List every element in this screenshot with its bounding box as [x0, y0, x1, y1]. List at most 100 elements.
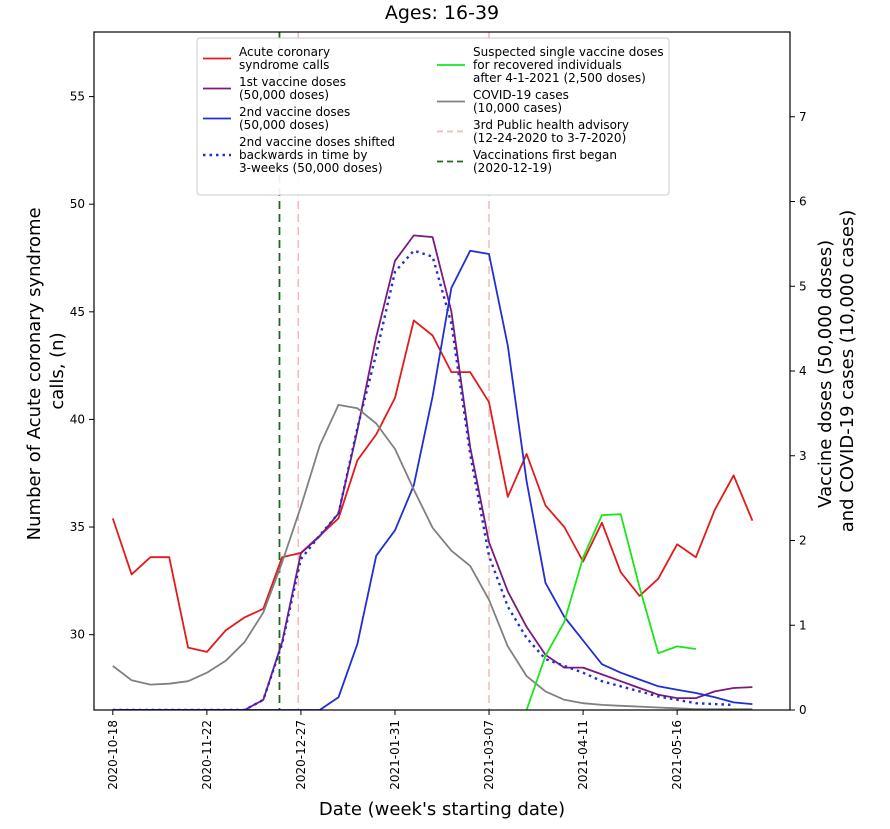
chart-title: Ages: 16-39	[385, 2, 499, 24]
data-point	[714, 509, 716, 511]
data-point	[544, 582, 546, 584]
y-axis-left-label: Number of Acute coronary syndrome calls,…	[24, 202, 68, 541]
data-point	[375, 336, 377, 338]
y-left-tick-label: 55	[70, 90, 85, 104]
data-point	[488, 555, 490, 557]
data-point	[695, 556, 697, 558]
data-point	[507, 496, 509, 498]
data-point	[413, 319, 415, 321]
data-point	[413, 488, 415, 490]
series-line-suspected-single-vaccine-doses-for-recov	[525, 513, 697, 710]
y-left-tick-label: 45	[70, 305, 85, 319]
data-point	[450, 310, 452, 312]
data-point	[582, 639, 584, 641]
data-point	[582, 666, 584, 668]
data-point	[507, 590, 509, 592]
y-left-tick-label: 35	[70, 520, 85, 534]
data-point	[168, 556, 170, 558]
data-point	[356, 643, 358, 645]
series-line-1st-vaccine-doses	[112, 234, 753, 710]
data-point	[356, 427, 358, 429]
data-point	[469, 249, 471, 251]
data-point	[507, 645, 509, 647]
data-point	[356, 459, 358, 461]
data-point	[206, 651, 208, 653]
data-point	[657, 706, 659, 708]
y-right-tick-label: 1	[799, 618, 807, 632]
data-point	[469, 453, 471, 455]
data-point	[300, 558, 302, 560]
data-point	[431, 236, 433, 238]
data-point	[751, 686, 753, 688]
x-tick-label: 2021-04-11	[576, 720, 590, 790]
data-point	[394, 260, 396, 262]
data-point	[149, 683, 151, 685]
legend-label: after 4-1-2021 (2,500 doses)	[473, 71, 646, 85]
data-point	[507, 344, 509, 346]
data-point	[582, 556, 584, 558]
data-point	[601, 514, 603, 516]
data-point	[488, 253, 490, 255]
data-point	[544, 690, 546, 692]
data-point	[676, 688, 678, 690]
y-axis-left-label-line-1: Number of Acute coronary syndrome	[24, 207, 45, 540]
data-point	[563, 665, 565, 667]
data-point	[149, 556, 151, 558]
data-point	[413, 234, 415, 236]
data-point	[525, 480, 527, 482]
data-point	[319, 444, 321, 446]
data-point	[676, 707, 678, 709]
y-axis-right-label-line-1: Vaccine doses (50,000 doses)	[815, 240, 836, 508]
y-left-tick-label: 50	[70, 197, 85, 211]
legend-label: (10,000 cases)	[473, 101, 562, 115]
data-point	[657, 578, 659, 580]
data-point	[657, 695, 659, 697]
legend-label: (50,000 doses)	[239, 88, 329, 102]
x-tick-label: 2020-11-22	[200, 720, 214, 790]
data-point	[243, 641, 245, 643]
legend-label: Vaccinations first began	[473, 148, 617, 162]
x-tick-label: 2020-12-27	[294, 720, 308, 790]
data-point	[375, 422, 377, 424]
legend-label: for recovered individuals	[473, 58, 622, 72]
data-point	[375, 433, 377, 435]
data-point	[337, 696, 339, 698]
data-point	[187, 680, 189, 682]
legend-label: syndrome calls	[239, 58, 329, 72]
y-right-tick-label: 5	[799, 279, 807, 293]
data-point	[601, 704, 603, 706]
data-point	[431, 527, 433, 529]
data-point	[262, 699, 264, 701]
data-point	[582, 702, 584, 704]
y-right-tick-label: 3	[799, 449, 807, 463]
data-point	[620, 513, 622, 515]
data-point	[751, 519, 753, 521]
legend-label: (50,000 doses)	[239, 118, 329, 132]
legend-box	[196, 37, 670, 196]
data-point	[638, 586, 640, 588]
data-point	[732, 701, 734, 703]
series-line-acute-coronary-syndrome-calls	[111, 319, 754, 653]
legend-label: 3rd Public health advisory	[473, 118, 629, 132]
data-point	[243, 616, 245, 618]
data-point	[638, 687, 640, 689]
data-point	[695, 702, 697, 704]
data-point	[394, 271, 396, 273]
data-point	[525, 453, 527, 455]
x-tick-label: 2021-01-31	[388, 720, 402, 790]
data-point	[525, 626, 527, 628]
data-point	[751, 703, 753, 705]
data-point	[620, 672, 622, 674]
data-point	[413, 249, 415, 251]
data-point	[620, 571, 622, 573]
x-tick-label: 2021-05-16	[670, 720, 684, 790]
legend-label: 2nd vaccine doses shifted	[239, 135, 395, 149]
data-point	[601, 522, 603, 524]
data-point	[488, 541, 490, 543]
y-right-tick-label: 2	[799, 534, 807, 548]
data-point	[337, 517, 339, 519]
data-point	[601, 680, 603, 682]
data-point	[224, 629, 226, 631]
